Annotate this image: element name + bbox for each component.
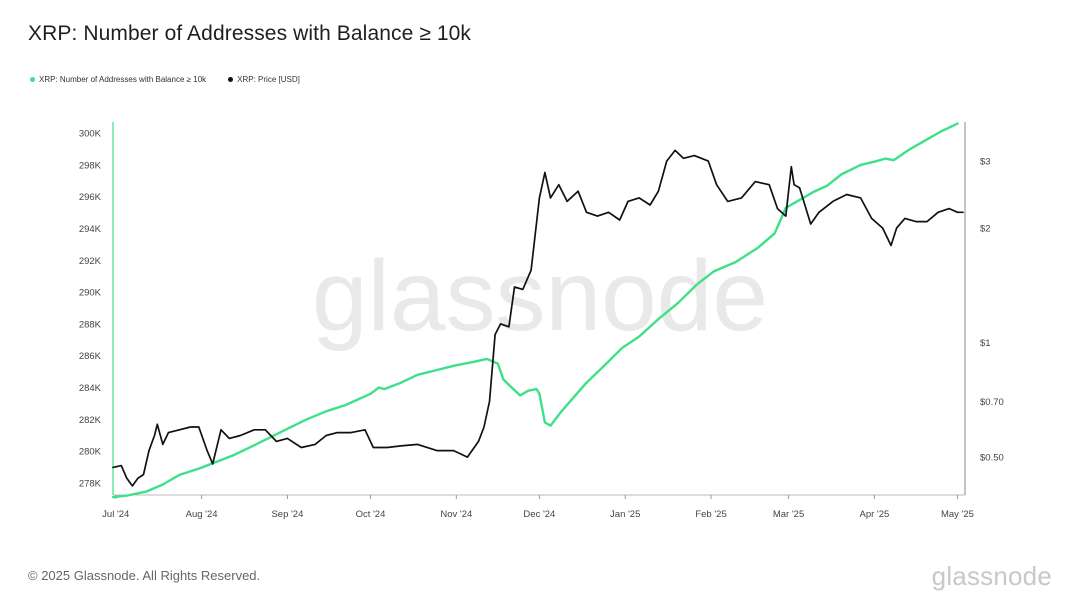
legend-label-price: XRP: Price [USD] [237, 75, 300, 84]
left-axis-tick-label: 278K [79, 478, 102, 489]
x-axis-tick-label: Jul '24 [102, 509, 129, 520]
left-axis-tick-label: 292K [79, 256, 102, 267]
right-axis-tick-label: $1 [980, 338, 991, 349]
x-axis-tick-label: Sep '24 [271, 509, 303, 520]
addresses-series-line [111, 122, 959, 499]
left-axis-tick-label: 296K [79, 192, 102, 203]
x-axis-tick-label: Dec '24 [523, 509, 555, 520]
left-axis-tick-label: 294K [79, 224, 102, 235]
x-axis-tick-label: Oct '24 [356, 509, 386, 520]
left-axis-tick-label: 288K [79, 319, 102, 330]
legend-item-addresses[interactable]: XRP: Number of Addresses with Balance ≥ … [30, 75, 206, 84]
legend-swatch-price [228, 77, 234, 82]
right-axis-tick-label: $2 [980, 224, 991, 235]
footer-logo: glassnode [931, 561, 1052, 591]
chart-watermark: glassnode [312, 240, 768, 352]
left-axis-tick-label: 300K [79, 129, 102, 140]
left-axis-tick-label: 284K [79, 383, 102, 394]
left-axis-tick-label: 280K [79, 447, 102, 458]
price-series-line [112, 149, 964, 487]
right-axis-tick-label: $3 [980, 157, 991, 168]
left-axis-tick-label: 298K [79, 160, 102, 171]
x-axis-tick-label: Apr '25 [859, 509, 889, 520]
chart-series-lines [111, 122, 964, 499]
x-axis-tick-label: Aug '24 [186, 509, 218, 520]
right-axis-tick-label: $0.50 [980, 453, 1004, 464]
legend-label-addresses: XRP: Number of Addresses with Balance ≥ … [39, 75, 207, 84]
x-axis-tick-label: Jan '25 [610, 509, 640, 520]
left-axis-tick-label: 290K [79, 288, 102, 299]
footer-copyright: © 2025 Glassnode. All Rights Reserved. [28, 568, 261, 583]
right-axis-tick-label: $0.70 [980, 397, 1004, 408]
left-axis-tick-label: 282K [79, 415, 102, 426]
x-axis-tick-label: Nov '24 [440, 509, 472, 520]
legend-item-price[interactable]: XRP: Price [USD] [228, 75, 300, 84]
left-axis-tick-label: 286K [79, 351, 102, 362]
x-axis-tick-label: Feb '25 [695, 509, 726, 520]
x-axis-tick-label: May '25 [941, 509, 974, 520]
x-axis-tick-label: Mar '25 [773, 509, 804, 520]
legend-swatch-addresses [30, 77, 35, 82]
chart-legend: XRP: Number of Addresses with Balance ≥ … [30, 75, 300, 84]
chart-axes: 278K 280K 282K 284K 286K 288K 290K 292K 294K 296K… [79, 122, 1004, 520]
chart-title: XRP: Number of Addresses with Balance ≥ … [28, 22, 472, 45]
